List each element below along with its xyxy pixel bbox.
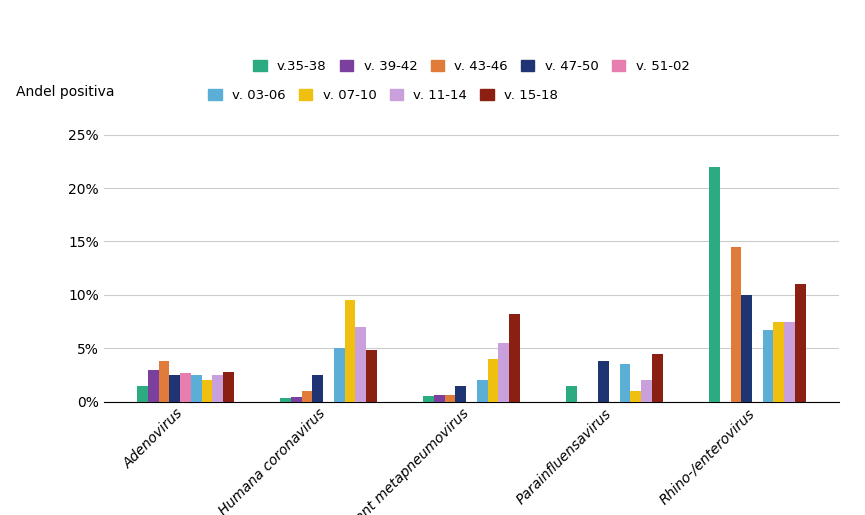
Bar xyxy=(212,375,223,402)
Bar xyxy=(567,386,577,402)
Bar xyxy=(763,330,773,402)
Bar xyxy=(138,386,148,402)
Bar xyxy=(599,361,609,402)
Bar xyxy=(291,398,302,402)
Bar xyxy=(619,364,631,402)
Bar xyxy=(488,359,498,402)
Bar xyxy=(731,247,741,402)
Bar xyxy=(302,391,312,402)
Bar xyxy=(148,370,158,402)
Bar xyxy=(423,397,434,402)
Text: Andel positiva: Andel positiva xyxy=(16,85,114,99)
Bar xyxy=(455,386,466,402)
Bar xyxy=(334,348,344,402)
Bar xyxy=(180,373,191,402)
Bar xyxy=(312,375,324,402)
Bar xyxy=(498,343,509,402)
Bar xyxy=(223,372,234,402)
Bar xyxy=(509,314,520,402)
Bar xyxy=(652,354,663,402)
Bar xyxy=(280,399,291,402)
Bar xyxy=(158,361,170,402)
Bar xyxy=(741,295,752,402)
Bar xyxy=(170,375,180,402)
Bar xyxy=(202,381,212,402)
Bar xyxy=(434,396,445,402)
Bar xyxy=(344,300,356,402)
Bar xyxy=(356,327,366,402)
Bar xyxy=(773,321,785,402)
Legend: v. 03-06, v. 07-10, v. 11-14, v. 15-18: v. 03-06, v. 07-10, v. 11-14, v. 15-18 xyxy=(204,85,562,106)
Bar xyxy=(631,391,641,402)
Bar xyxy=(709,167,720,402)
Bar xyxy=(641,381,652,402)
Bar xyxy=(366,350,376,402)
Bar xyxy=(445,396,455,402)
Bar xyxy=(795,284,805,402)
Bar xyxy=(477,381,488,402)
Bar xyxy=(785,321,795,402)
Bar xyxy=(191,375,202,402)
